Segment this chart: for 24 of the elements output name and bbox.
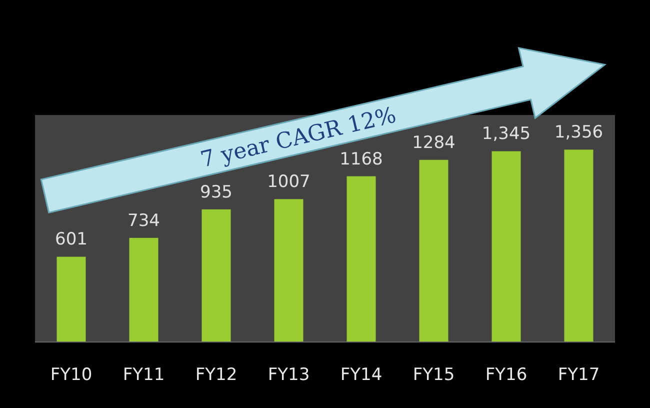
bar <box>274 199 304 342</box>
bar <box>419 160 448 342</box>
data-label: 1284 <box>412 132 456 153</box>
bar <box>202 209 231 342</box>
data-label: 1007 <box>267 172 310 192</box>
x-tick-label: FY14 <box>340 365 382 386</box>
x-tick-label: FY11 <box>122 365 165 386</box>
bar <box>56 256 86 342</box>
bar <box>129 238 158 342</box>
data-label: 935 <box>200 182 232 202</box>
data-label: 1168 <box>340 149 383 170</box>
data-label: 1,356 <box>554 122 604 143</box>
bar <box>346 176 376 342</box>
x-tick-label: FY17 <box>558 365 600 386</box>
x-tick-label: FY10 <box>50 365 92 386</box>
data-label: 734 <box>128 210 160 231</box>
bar <box>492 151 521 342</box>
bar <box>564 150 594 342</box>
x-tick-label: FY12 <box>195 365 238 386</box>
data-label: 1,345 <box>482 124 531 144</box>
data-label: 601 <box>55 230 88 250</box>
x-tick-label: FY15 <box>412 365 455 386</box>
x-tick-label: FY13 <box>268 365 310 386</box>
x-tick-label: FY16 <box>485 365 528 386</box>
